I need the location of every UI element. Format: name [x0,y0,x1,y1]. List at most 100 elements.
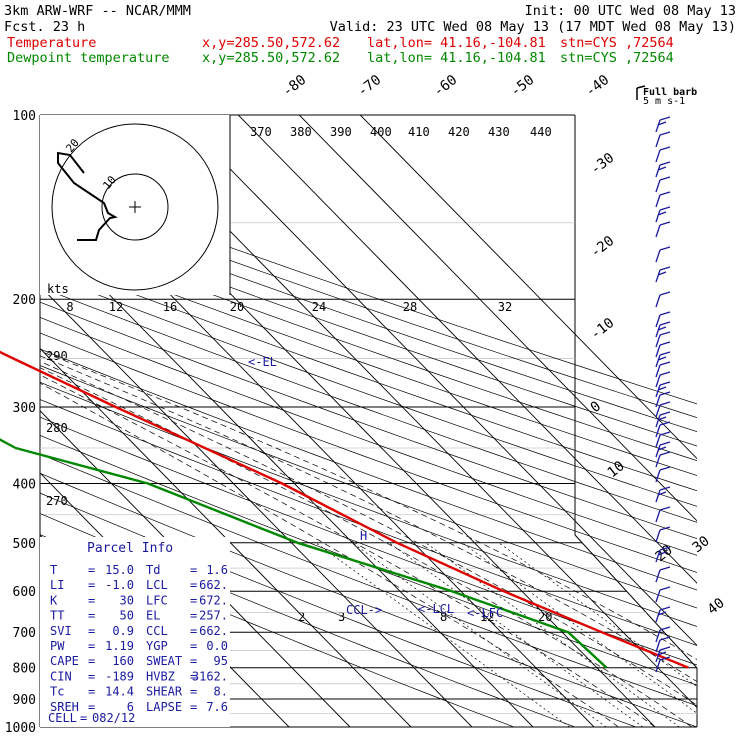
wind-barb-feather [659,331,671,336]
temperature-latlon: lat,lon= 41.16,-104.81 [367,35,546,51]
wind-barb-shaft [655,489,661,503]
hodograph-trace [57,151,118,241]
dry-adiabat-440 [40,216,697,447]
temperature-tick-label--30: -30 [588,150,618,178]
wind-barb-shaft [655,639,661,653]
parcel-row-label-b: YGP [146,639,168,653]
parcel-row-label-a: CIN [50,669,72,683]
parcel-row-eq-b: = [190,563,197,577]
wind-barb-feather [659,246,671,251]
parcel-info-title: Parcel Info [87,541,173,556]
pressure-tick-label-200: 200 [13,293,36,308]
dry-adiabat-450 [40,203,697,433]
wind-barb-feather [659,626,671,631]
dry-adiabat-350 [40,348,697,591]
parcel-row-value-b: 7.6 [206,700,228,714]
isotherm--20 [40,223,534,727]
wind-barb-feather [659,361,671,366]
wind-barb-feather [659,131,671,136]
parcel-row-label-a: SVI [50,624,72,638]
theta-label-370: 370 [250,125,272,139]
isotherm-20 [176,115,697,647]
parcel-row-label-b: CCL [146,624,168,638]
temperature-tick-label-30: 30 [690,533,713,556]
hodograph: 10 20 [40,115,231,295]
parcel-row-eq-b: = [190,624,197,638]
wind-barb-feather [659,266,671,271]
temperature-station: stn=CYS ,72564 [560,35,674,51]
wind-barb-shaft [655,649,661,663]
parcel-row-value-a: 14.4 [105,685,134,699]
wind-barb-column [655,116,671,673]
parcel-row-eq-a: = [88,624,95,638]
parcel-row-value-a: -1.0 [105,578,134,592]
theta-label-380: 380 [290,125,312,139]
wind-barb-feather [659,586,671,591]
temperature-tick-label--10: -10 [588,315,618,343]
dry-adiabat-410 [40,257,697,492]
speed-scale-label-28: 28 [403,300,417,314]
parcel-row-label-b: Td [146,563,160,577]
wind-barb-feather [659,291,671,296]
pressure-tick-label-1000: 1000 [5,721,36,736]
speed-scale-unit: kts [47,282,69,296]
parcel-row-label-b: SWEAT [146,654,182,668]
dry-adiabat-380 [40,301,697,540]
parcel-row-eq-a: = [88,669,95,683]
wind-barb-shaft [655,149,661,163]
lfc-label: <-LFC [467,606,503,620]
speed-scale-label-8: 8 [66,300,73,314]
parcel-row-eq-b: = [190,578,197,592]
valid-time: Valid: 23 UTC Wed 08 May 13 (17 MDT Wed … [330,19,736,35]
parcel-row-label-b: LFC [146,593,168,607]
lcl-label: <-LCL [418,602,454,616]
wind-barb-shaft [655,374,661,388]
wind-barb-feather [659,401,671,406]
skew-edge [574,534,698,669]
wind-barb-feather-half [657,446,667,451]
wind-barb-feather [659,441,671,446]
parcel-row-label-a: CAPE [50,654,79,668]
speed-scale-label-24: 24 [312,300,326,314]
theta-label-400: 400 [370,125,392,139]
speed-scale: kts 8 12 16 20 24 28 32 [47,282,512,314]
wind-barb-shaft [655,434,661,448]
temperature-legend: Temperature [7,35,96,51]
parcel-row-value-b: 662. [199,578,228,592]
wind-barb-shaft [655,454,661,468]
mixing-ratio-label-8: 8 [440,610,447,624]
wind-barb-feather [659,391,671,396]
wind-barb-shaft [655,509,661,523]
pressure-tick-label-700: 700 [13,626,36,641]
parcel-row-value-a: -189 [105,669,134,683]
wind-barb-feather [659,431,671,436]
theta-label-420: 420 [448,125,470,139]
wind-barb-feather-half [657,326,667,331]
wind-barb-feather [659,411,671,416]
wind-barb-shaft [655,119,661,133]
dry-adiabat-280 [40,472,697,727]
wind-barb-shaft [655,354,661,368]
parcel-row-value-b: 0.0 [206,639,228,653]
wind-barb-shaft [655,209,661,223]
speed-scale-label-16: 16 [163,300,177,314]
hodograph-ring-10 [101,173,169,241]
wind-barb-feather [659,341,671,346]
dry-adiabat-290 [40,453,697,707]
moist-adiabat-24 [40,350,697,660]
wind-barb-shaft [655,314,661,328]
theta-label-430: 430 [488,125,510,139]
wind-barb-shaft [655,249,661,263]
wind-barb-feather-half [657,121,667,126]
wind-barb-feather [659,381,671,386]
parcel-row-label-b: SHEAR [146,685,183,699]
wind-barb-feather-half [657,651,667,656]
wind-key-flag [636,85,646,89]
hodograph-ring-20 [51,123,219,291]
parcel-row-label-a: Tc [50,685,64,699]
temperature-tick-label--40: -40 [583,72,613,100]
dry-adiabat-340 [40,365,697,609]
speed-scale-label-32: 32 [498,300,512,314]
wind-barb-shaft [655,269,661,283]
dry-adiabat-330 [40,381,697,627]
